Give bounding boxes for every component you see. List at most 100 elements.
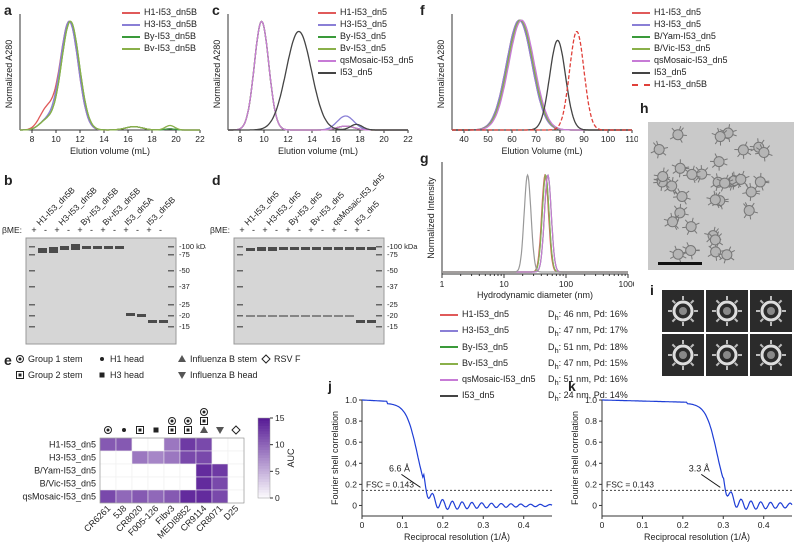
series-line — [452, 19, 632, 131]
heatmap-cell — [99, 450, 117, 465]
panel-label-b: b — [4, 172, 13, 188]
ladder-band — [376, 270, 382, 272]
spike — [755, 192, 761, 195]
group2-stem-icon — [200, 417, 208, 425]
spike — [684, 168, 689, 172]
series-line — [442, 173, 628, 273]
spike — [670, 256, 675, 259]
spike — [692, 165, 695, 170]
x-tick-label: 100 — [601, 134, 615, 144]
colorbar-step — [258, 428, 270, 432]
legend-item: H1-I53_dn5 — [318, 6, 414, 18]
colorbar-step — [258, 455, 270, 459]
series-line — [442, 173, 628, 273]
spike — [695, 177, 699, 181]
fsc-chart-j: 0 0.1 0.2 0.3 0.4 0 0.2 0.4 0.6 0.8 1.0 Reciprocal … — [330, 395, 553, 542]
spike — [744, 141, 748, 146]
ladder-band — [168, 315, 174, 317]
colorbar-step — [258, 490, 270, 494]
particle-shell — [672, 344, 694, 366]
nanoparticle — [758, 146, 770, 158]
spike — [669, 250, 674, 254]
spike — [708, 245, 713, 250]
colorbar-step — [258, 423, 270, 427]
legend-item: By-I53_dn5B — [122, 30, 197, 42]
particle-spike — [715, 299, 720, 304]
heatmap-cell — [195, 489, 213, 504]
group1-stem-icon — [104, 426, 112, 434]
spike — [744, 182, 748, 186]
sample-band — [334, 247, 343, 250]
colorbar-step — [258, 468, 270, 472]
dls-row: I53_dn5 Dh: 24 nm, Pd: 14% — [440, 389, 640, 405]
nanoparticle — [721, 249, 733, 261]
spike — [669, 136, 674, 140]
spike — [732, 129, 737, 132]
spike — [716, 178, 721, 182]
spike — [738, 184, 741, 189]
legend-swatch — [440, 329, 458, 332]
colorbar-step — [258, 471, 270, 475]
spike — [713, 226, 716, 231]
y-axis-label: Fourier shell correlation — [570, 411, 580, 505]
heatmap-cell — [99, 463, 117, 478]
spike — [732, 134, 737, 137]
spike — [653, 174, 658, 177]
colorbar-step — [258, 431, 270, 435]
fsc-threshold-label: FSC = 0.143 — [366, 479, 414, 489]
x-tick-label: 10 — [499, 279, 509, 289]
sample-band — [356, 320, 365, 323]
dls-values: Dh: 47 nm, Pd: 15% — [548, 357, 628, 371]
spike — [674, 189, 678, 194]
spike — [751, 202, 755, 207]
group1-stem-icon — [200, 408, 208, 416]
x-tick-label: 20 — [379, 134, 389, 144]
nanoparticle — [713, 156, 725, 168]
spike — [674, 245, 677, 250]
fsc-curve — [602, 399, 793, 511]
x-axis-label: Hydrodynamic diameter (nm) — [477, 290, 593, 300]
ladder-band — [168, 304, 174, 306]
spike — [723, 259, 726, 264]
sample-band — [104, 246, 113, 249]
bme-sign: - — [44, 225, 47, 235]
spike — [718, 203, 722, 208]
spike — [720, 205, 723, 210]
spike — [744, 202, 748, 207]
particle-spike — [734, 318, 739, 323]
legend-item: H3-I53_dn5 — [632, 18, 728, 30]
marker-label: -37 — [179, 282, 190, 291]
spike — [686, 230, 690, 235]
sample-band — [246, 248, 255, 251]
ladder-band — [29, 286, 35, 288]
sample-band — [345, 315, 354, 317]
legend-f: H1-I53_dn5 H3-I53_dn5 B/Yam-I53_dn5 B/Vi… — [632, 6, 728, 90]
legend-item: qsMosaic-I53_dn5 — [318, 54, 414, 66]
colorbar-step — [258, 474, 270, 478]
sample-band — [60, 246, 69, 250]
sample-band — [49, 247, 58, 253]
heatmap-cell — [147, 476, 165, 491]
colorbar-step — [258, 479, 270, 483]
x-tick-label: 18 — [355, 134, 365, 144]
heatmap-row-label: qsMosaic-I53_dn5 — [22, 492, 96, 502]
particle-spike — [778, 318, 783, 323]
ladder-band — [237, 286, 243, 288]
spike — [724, 137, 730, 140]
spike — [754, 185, 758, 190]
particle-spike — [690, 299, 695, 304]
legend-item: H1-I53_dn5 — [632, 6, 728, 18]
panel-label-h: h — [640, 100, 649, 116]
group2-stem-icon — [184, 426, 192, 434]
sample-band — [345, 247, 354, 250]
bme-label: βME: — [2, 225, 22, 235]
heatmap-col-label: CR6261 — [82, 503, 112, 533]
heatmap-cell — [163, 450, 181, 465]
particle-spike — [778, 343, 783, 348]
colorbar-tick-label: 15 — [275, 413, 285, 423]
ladder-band — [376, 315, 382, 317]
spike — [749, 183, 752, 188]
spike — [716, 243, 719, 248]
x-tick-label: 8 — [238, 134, 243, 144]
particle-shell — [716, 344, 738, 366]
